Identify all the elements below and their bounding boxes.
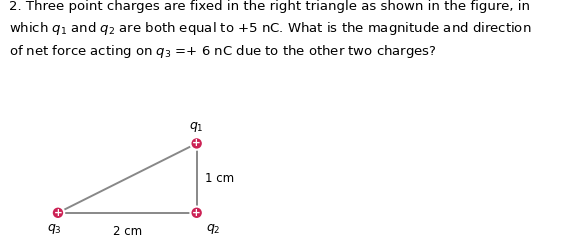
Circle shape	[191, 207, 203, 219]
Text: 1 cm: 1 cm	[205, 172, 234, 185]
Text: 2. Three point charges are fixed in the right triangle as shown in the figure, i: 2. Three point charges are fixed in the …	[9, 0, 531, 60]
Text: $q_3$: $q_3$	[47, 222, 62, 236]
Circle shape	[52, 207, 64, 219]
Text: +: +	[54, 208, 62, 218]
Circle shape	[191, 137, 203, 150]
Text: +: +	[192, 208, 201, 218]
Text: $q_1$: $q_1$	[189, 121, 204, 134]
Text: +: +	[192, 138, 201, 148]
Text: 2 cm: 2 cm	[113, 225, 142, 238]
Text: $q_2$: $q_2$	[206, 222, 220, 236]
